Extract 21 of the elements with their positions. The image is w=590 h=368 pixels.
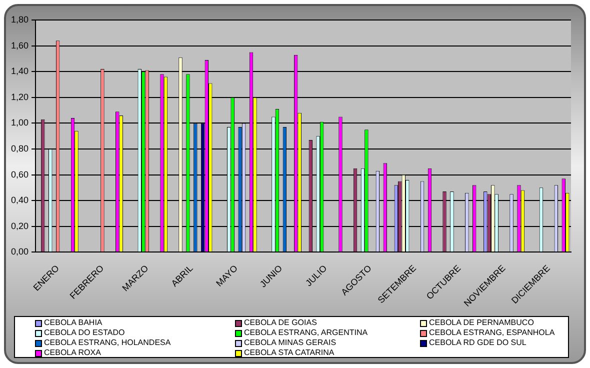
legend-label: CEBOLA ESTRANG, HOLANDESA bbox=[44, 338, 171, 348]
legend-label: CEBOLA RD GDE DO SUL bbox=[429, 338, 526, 348]
y-tick-label: 1,00 bbox=[10, 118, 29, 128]
y-tick-label: 1,80 bbox=[10, 14, 29, 24]
legend-label: CEBOLA ESTRANG, ARGENTINA bbox=[244, 328, 368, 338]
y-tick-label: 0,40 bbox=[10, 195, 29, 206]
y-tick-label: 1,40 bbox=[10, 66, 29, 76]
y-tick-label: 0,80 bbox=[10, 143, 29, 154]
y-tick-label: 0,20 bbox=[10, 220, 29, 231]
legend-label: CEBOLA STA CATARINA bbox=[244, 348, 334, 358]
legend-label: CEBOLA DO ESTADO bbox=[44, 328, 125, 338]
legend-label: CEBOLA BAHIA bbox=[44, 318, 102, 328]
y-tick-label: 0,00 bbox=[10, 246, 29, 257]
legend-label: CEBOLA DE PERNAMBUCO bbox=[429, 318, 534, 328]
legend-label: CEBOLA ROXA bbox=[44, 348, 101, 358]
y-tick-label: 1,60 bbox=[10, 40, 29, 50]
legend-label: CEBOLA DE GOIAS bbox=[244, 318, 317, 328]
legend-label: CEBOLA ESTRANG, ESPANHOLA bbox=[429, 328, 555, 338]
y-tick-label: 0,60 bbox=[10, 169, 29, 180]
y-tick-label: 1,20 bbox=[10, 92, 29, 102]
legend-label: CEBOLA MINAS GERAIS bbox=[244, 338, 336, 348]
